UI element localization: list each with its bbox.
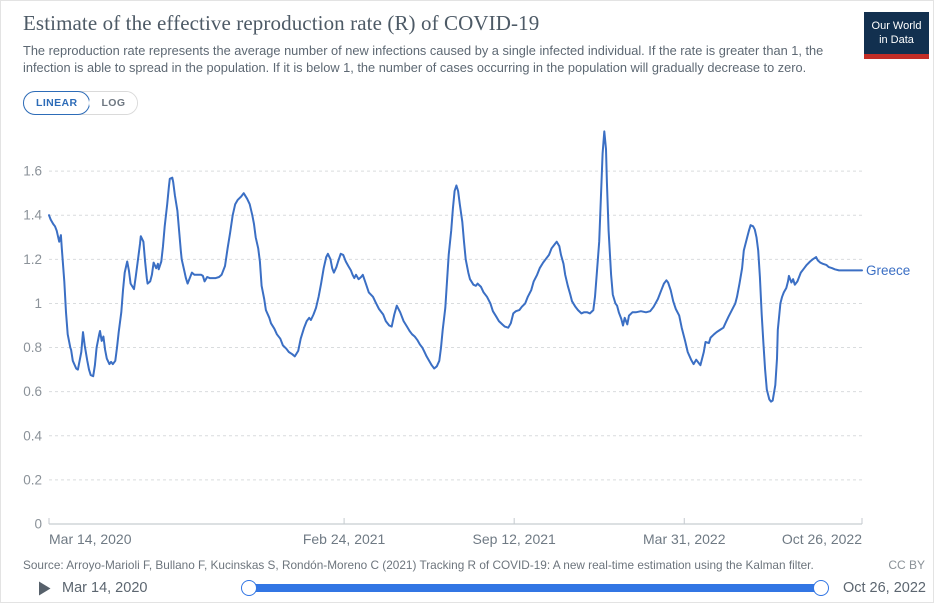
- timeline-start-label[interactable]: Mar 14, 2020: [62, 580, 148, 596]
- play-icon: [39, 581, 51, 595]
- y-axis-label: 1.2: [23, 252, 42, 267]
- chart-footer: Source: Arroyo-Marioli F, Bullano F, Kuc…: [23, 558, 925, 572]
- y-axis-label: 0.6: [23, 384, 42, 399]
- x-axis-label: Mar 31, 2022: [643, 531, 726, 547]
- scale-toggle: LINEAR LOG: [23, 91, 139, 115]
- play-button[interactable]: [39, 581, 52, 596]
- timeline: Mar 14, 2020 Oct 26, 2022: [1, 575, 933, 601]
- y-axis-label: 0.8: [23, 340, 42, 355]
- y-axis-label: 1.4: [23, 208, 42, 223]
- series-label-greece[interactable]: Greece: [866, 263, 911, 278]
- chart-subtitle: The reproduction rate represents the ave…: [23, 43, 824, 76]
- owid-logo-line2: in Data: [879, 34, 914, 47]
- timeline-start-handle[interactable]: [241, 580, 258, 596]
- source-note: Source: Arroyo-Marioli F, Bullano F, Kuc…: [23, 558, 814, 572]
- license-link[interactable]: CC BY: [888, 558, 925, 572]
- x-axis-label: Sep 12, 2021: [473, 531, 557, 547]
- timeline-slider[interactable]: [241, 580, 829, 596]
- y-axis-label: 0: [34, 517, 42, 532]
- log-scale-button[interactable]: LOG: [89, 92, 138, 114]
- timeline-track[interactable]: [249, 584, 821, 592]
- x-axis-label: Feb 24, 2021: [303, 531, 386, 547]
- y-axis-label: 1: [34, 296, 42, 311]
- series-line: [48, 130, 863, 403]
- owid-logo-line1: Our World: [871, 20, 922, 32]
- linear-scale-button[interactable]: LINEAR: [23, 91, 91, 115]
- page-title: Estimate of the effective reproduction r…: [23, 11, 540, 35]
- y-axis-label: 0.4: [23, 428, 42, 443]
- x-axis-label: Oct 26, 2022: [782, 531, 862, 547]
- y-axis-label: 0.2: [23, 472, 42, 487]
- owid-logo[interactable]: Our World in Data: [864, 12, 929, 59]
- timeline-end-label[interactable]: Oct 26, 2022: [842, 580, 926, 596]
- line-chart[interactable]: 0 0.2 0.4 0.6 0.8 1 1.2 1.4 1.6 Mar 14, 2020 Feb 2…: [1, 121, 934, 556]
- timeline-end-handle[interactable]: [812, 580, 829, 596]
- x-axis-label: Mar 14, 2020: [49, 531, 132, 547]
- y-axis-label: 1.6: [23, 164, 42, 179]
